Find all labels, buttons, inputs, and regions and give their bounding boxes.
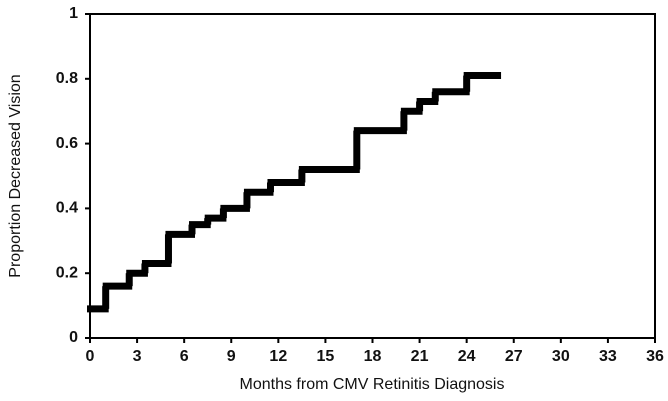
y-tick-label: 1 <box>69 5 78 22</box>
y-tick-label: 0.8 <box>56 70 78 87</box>
x-tick-label: 36 <box>646 348 664 365</box>
x-tick-label: 0 <box>86 348 95 365</box>
x-tick-label: 12 <box>269 348 287 365</box>
x-tick-label: 9 <box>227 348 236 365</box>
x-tick-label: 18 <box>364 348 382 365</box>
x-tick-label: 24 <box>458 348 476 365</box>
x-tick-label: 3 <box>133 348 142 365</box>
y-tick-label: 0.6 <box>56 135 78 152</box>
y-tick-label: 0 <box>69 329 78 346</box>
x-tick-label: 6 <box>180 348 189 365</box>
plot-frame <box>89 13 656 339</box>
y-tick-label: 0.4 <box>56 200 78 217</box>
x-tick-label: 15 <box>317 348 335 365</box>
x-tick-label: 30 <box>552 348 570 365</box>
x-tick-label: 33 <box>599 348 617 365</box>
y-tick-label: 0.2 <box>56 264 78 281</box>
x-tick-label: 27 <box>505 348 523 365</box>
y-axis-title: Proportion Decreased Vision <box>7 74 24 277</box>
x-tick-label: 21 <box>411 348 429 365</box>
x-axis-title: Months from CMV Retinitis Diagnosis <box>240 376 505 393</box>
